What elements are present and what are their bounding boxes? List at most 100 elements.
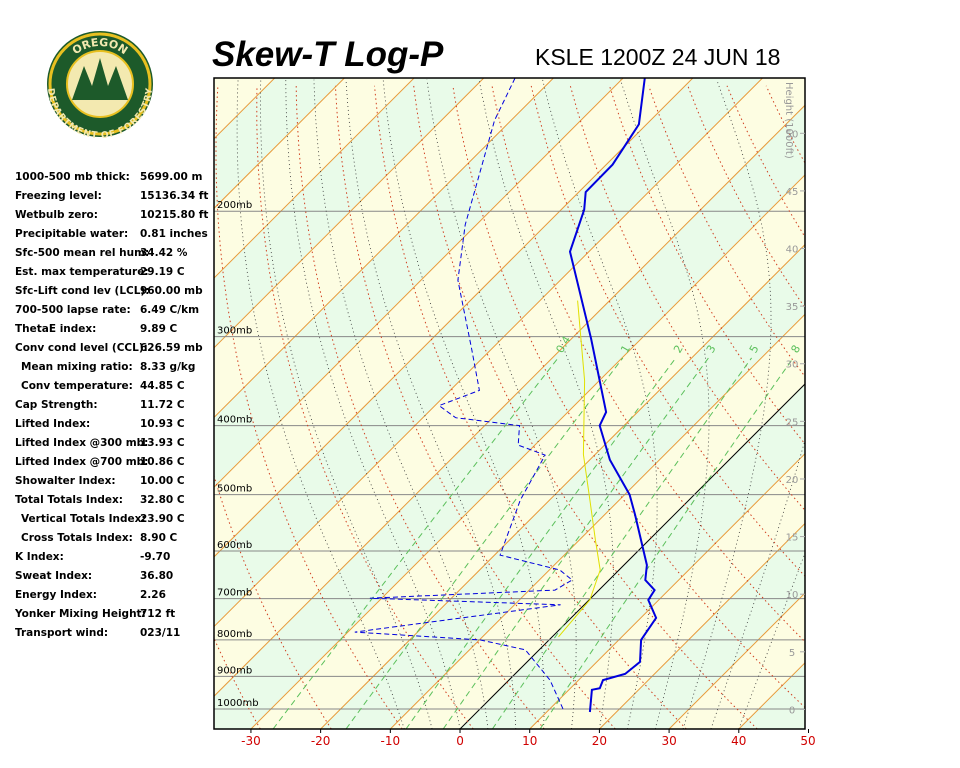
isotherm [214, 78, 345, 210]
x-tick-label: 40 [731, 734, 746, 748]
dry-adiabat [413, 85, 758, 729]
isotherm [214, 104, 805, 697]
index-label: Showalter Index: [15, 475, 116, 487]
index-value: 6.49 C/km [140, 304, 199, 316]
pressure-label: 300mb [217, 326, 252, 337]
index-label: 1000-500 mb thick: [15, 171, 130, 183]
isotherm-band [808, 78, 960, 729]
dry-adiabat [215, 85, 403, 729]
moist-adiabat [345, 79, 517, 729]
height-tick-label: 25 [786, 417, 799, 428]
moist-adiabat [426, 79, 577, 729]
dry-adiabat [256, 85, 474, 729]
index-label: Lifted Index: [15, 418, 90, 430]
logo-border [48, 32, 152, 136]
chart-subtitle: KSLE 1200Z 24 JUN 18 [535, 44, 780, 70]
index-label: Est. max temperature: [15, 266, 149, 278]
logo-trees [72, 58, 128, 100]
isotherm [599, 522, 805, 729]
isotherm [214, 78, 624, 488]
isotherm [214, 78, 415, 279]
index-value: 10.93 C [140, 418, 185, 430]
dry-adiabat [374, 85, 687, 729]
dry-adiabat [530, 85, 805, 577]
dry-adiabat [491, 85, 805, 643]
height-tick-label: 50 [786, 129, 799, 140]
index-label: K Index: [15, 551, 64, 563]
height-tick-label: 5 [789, 648, 795, 659]
height-tick-label: 20 [786, 475, 799, 486]
index-value: -9.70 [140, 551, 170, 563]
moist-adiabat [382, 79, 545, 729]
logo-top-text: OREGON [70, 36, 130, 57]
index-value: 44.85 C [140, 380, 185, 392]
chart-title: Skew-T Log-P [212, 35, 444, 74]
x-tick-label: 20 [592, 734, 607, 748]
plot-frame [213, 77, 806, 730]
height-axis-label: Height (1000ft) [783, 82, 794, 159]
mixing-ratio-line [491, 357, 753, 729]
x-tick-label: 50 [800, 734, 815, 748]
index-value: 10.86 C [140, 456, 185, 468]
index-value: 5699.00 m [140, 171, 202, 183]
moist-adiabat [260, 79, 433, 729]
index-label: Total Totals Index: [15, 494, 123, 506]
dry-adiabat [845, 86, 960, 729]
mixing-ratio-line [405, 357, 677, 729]
index-value: 11.72 C [140, 399, 185, 411]
index-value: 34.42 % [140, 247, 188, 259]
index-value: 23.90 C [140, 513, 185, 525]
index-label: Sweat Index: [15, 570, 92, 582]
index-value: 10215.80 ft [140, 209, 208, 221]
pressure-label: 700mb [217, 588, 252, 599]
index-label: Vertical Totals Index: [21, 513, 146, 525]
index-label: Yonker Mixing Height: [14, 608, 146, 620]
index-label: Sfc-500 mean rel hum: [15, 247, 149, 259]
index-value: 15136.34 ft [140, 190, 208, 202]
index-value: 2.26 [140, 589, 166, 601]
pressure-label: 1000mb [217, 698, 259, 709]
dry-adiabat [884, 86, 960, 729]
index-value: 9.89 C [140, 323, 178, 335]
index-label: Cap Strength: [15, 399, 98, 411]
index-value: 960.00 mb [140, 285, 203, 297]
index-value: 36.80 [140, 570, 173, 582]
index-value: 13.93 C [140, 437, 185, 449]
logo: OREGON DEPARTMENT OF FORESTRY [45, 31, 155, 141]
pressure-label: 800mb [217, 629, 252, 640]
x-tick-label: 10 [522, 734, 537, 748]
x-tick-label: 30 [661, 734, 676, 748]
index-label: Sfc-Lift cond lev (LCL): [15, 285, 149, 297]
index-label: Mean mixing ratio: [21, 361, 133, 373]
dry-adiabat [609, 85, 805, 445]
x-tick-label: -20 [311, 734, 331, 748]
index-value: 29.19 C [140, 266, 185, 278]
index-label: 700-500 lapse rate: [15, 304, 131, 316]
index-value: 0.81 inches [140, 228, 208, 240]
index-label: Transport wind: [15, 627, 108, 639]
dry-adiabat [804, 85, 805, 87]
pressure-label: 900mb [217, 665, 252, 676]
height-tick-label: 45 [786, 187, 799, 198]
index-label: Lifted Index @300 mb: [15, 437, 148, 449]
index-label: Precipitable water: [15, 228, 128, 240]
index-label: Wetbulb zero: [15, 209, 98, 221]
pressure-label: 500mb [217, 484, 252, 495]
profile-line [568, 78, 658, 713]
height-tick-label: 30 [786, 360, 799, 371]
plot-background [214, 78, 960, 729]
mixing-ratio-line [272, 357, 559, 729]
isotherm [459, 383, 805, 729]
pressure-label: 200mb [217, 200, 252, 211]
moist-adiabat [236, 79, 405, 729]
x-tick-label: 0 [456, 734, 464, 748]
indices-table: 1000-500 mb thick: 5699.00 m Freezing leve… [14, 171, 208, 639]
index-value: 712 ft [140, 608, 175, 620]
index-label: Conv temperature: [21, 380, 133, 392]
isotherm-band [214, 78, 805, 697]
index-value: 023/11 [140, 627, 180, 639]
moist-adiabat [542, 79, 658, 729]
mixing-ratio-line [442, 357, 709, 729]
pressure-label: 400mb [217, 415, 252, 426]
